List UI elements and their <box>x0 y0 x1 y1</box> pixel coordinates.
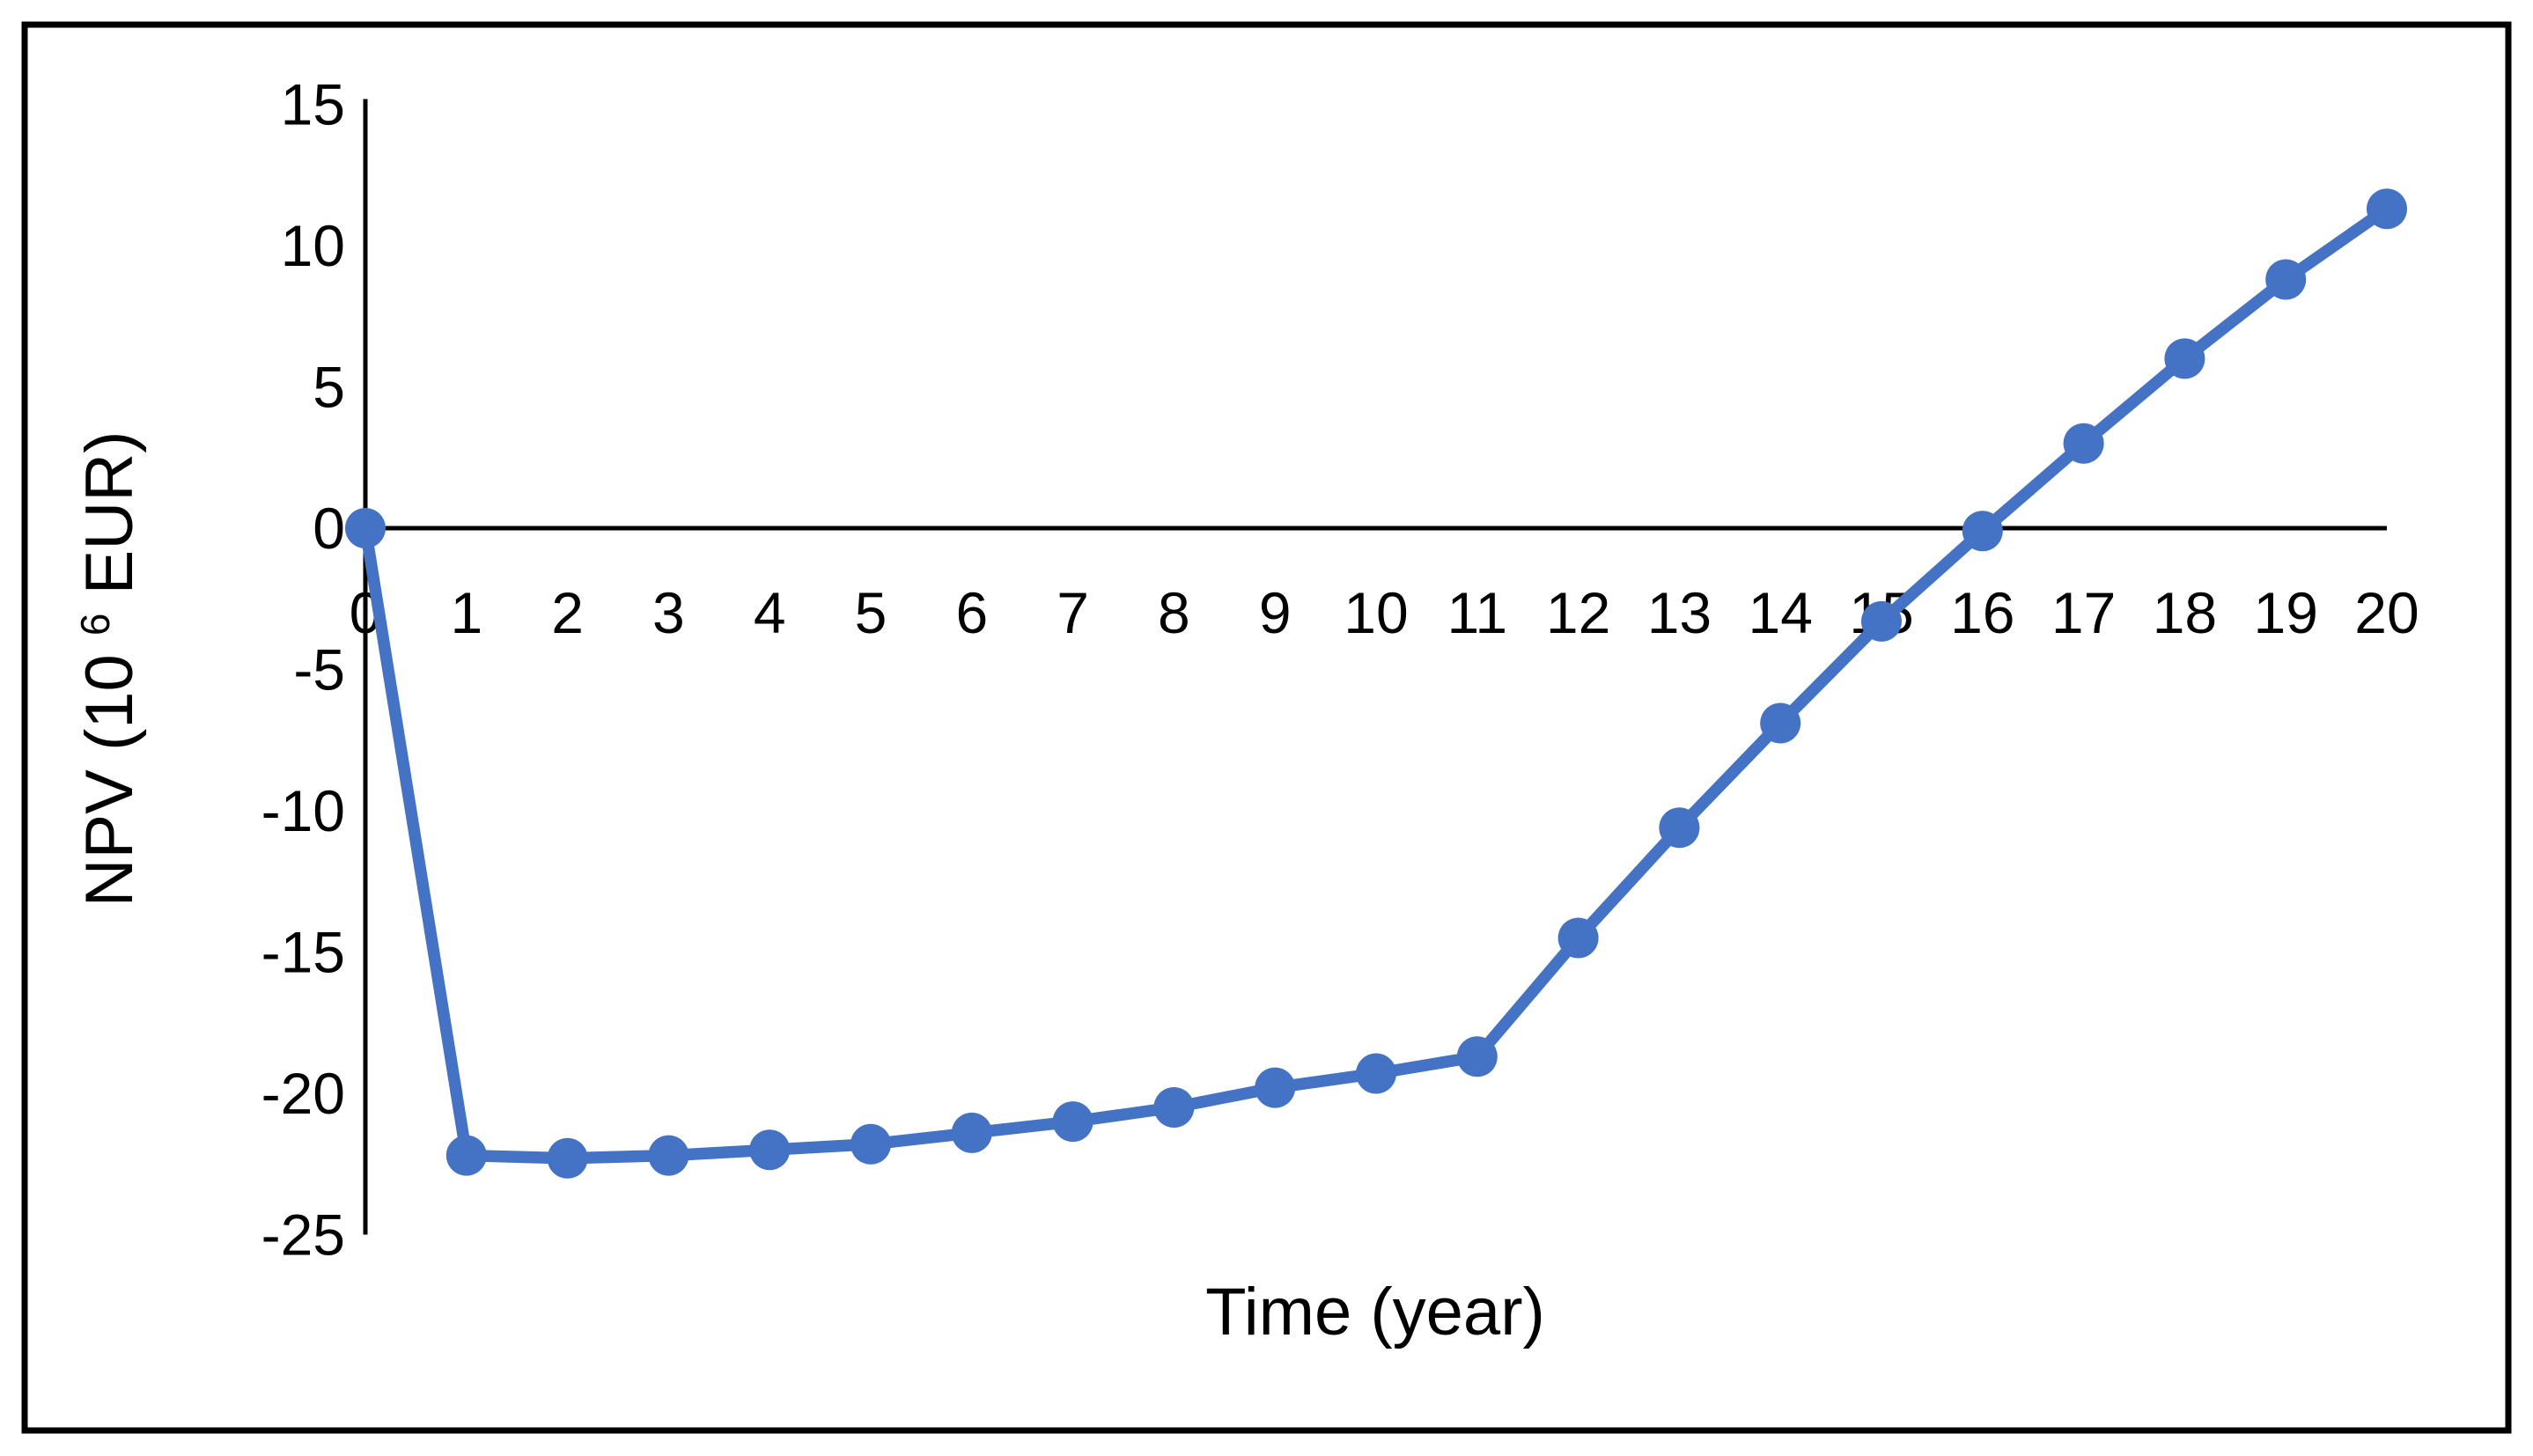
axes <box>363 99 2387 1235</box>
x-tick-label: 4 <box>754 580 786 645</box>
data-point-year-16 <box>1962 511 2003 552</box>
x-tick-label: 7 <box>1057 580 1089 645</box>
y-tick-label: -15 <box>261 920 345 985</box>
data-point-year-19 <box>2265 259 2307 300</box>
data-point-year-5 <box>850 1123 891 1165</box>
y-axis-title-prefix: NPV (10 <box>72 654 147 907</box>
x-tick-label: 12 <box>1546 580 1610 645</box>
x-tick-label: 11 <box>1447 580 1508 645</box>
npv-series <box>345 188 2407 1179</box>
y-tick-label: 0 <box>313 496 345 561</box>
x-tick-label: 2 <box>551 580 584 645</box>
y-tick-label: -10 <box>261 778 345 843</box>
data-point-year-8 <box>1153 1087 1195 1128</box>
data-point-year-4 <box>749 1129 791 1171</box>
x-tick-label: 19 <box>2253 580 2317 645</box>
y-tick-label: 15 <box>281 72 345 137</box>
data-point-year-7 <box>1052 1101 1093 1143</box>
data-point-year-0 <box>345 508 386 548</box>
y-axis-title: NPV (10 6 EUR) <box>49 431 147 908</box>
data-point-year-17 <box>2063 423 2104 464</box>
data-point-year-10 <box>1356 1053 1396 1094</box>
x-tick-label: 20 <box>2354 580 2419 645</box>
data-point-year-1 <box>445 1135 487 1176</box>
data-point-year-18 <box>2164 338 2205 379</box>
data-point-year-11 <box>1456 1036 1498 1077</box>
data-point-year-20 <box>2367 188 2407 230</box>
x-tick-label: 3 <box>652 580 685 645</box>
x-tick-label: 17 <box>2051 580 2116 645</box>
x-tick-label: 10 <box>1344 580 1408 645</box>
y-tick-label: 10 <box>281 213 345 278</box>
x-tick-label: 18 <box>2153 580 2217 645</box>
x-tick-label: 1 <box>450 580 482 645</box>
x-tick-label: 8 <box>1158 580 1190 645</box>
y-axis-title-suffix: EUR) <box>72 431 147 595</box>
y-tick-label: 5 <box>313 355 345 420</box>
figure-border <box>21 21 2512 1434</box>
x-tick-label: 6 <box>955 580 988 645</box>
data-point-year-3 <box>648 1135 689 1176</box>
data-point-year-15 <box>1861 600 1902 642</box>
x-tick-label: 14 <box>1748 580 1812 645</box>
data-point-year-9 <box>1255 1067 1296 1108</box>
y-axis-title-superscript: 6 <box>72 613 118 636</box>
x-tick-labels: 01234567891011121314151617181920 <box>350 580 2419 645</box>
y-tick-label: -20 <box>261 1061 345 1126</box>
npv-markers <box>345 188 2407 1179</box>
y-tick-label: -25 <box>261 1202 345 1268</box>
x-tick-label: 5 <box>855 580 887 645</box>
data-point-year-12 <box>1557 917 1599 959</box>
x-axis-title: Time (year) <box>1205 1275 1545 1349</box>
data-point-year-2 <box>547 1137 588 1179</box>
x-tick-label: 13 <box>1647 580 1712 645</box>
data-point-year-13 <box>1659 807 1700 849</box>
data-point-year-14 <box>1760 702 1801 744</box>
x-tick-label: 16 <box>1950 580 2014 645</box>
x-tick-label: 9 <box>1259 580 1292 645</box>
y-tick-labels: 15 10 5 0 -5 -10 -15 -20 -25 <box>261 72 345 1268</box>
y-tick-label: -5 <box>293 637 345 702</box>
data-point-year-6 <box>951 1112 992 1153</box>
